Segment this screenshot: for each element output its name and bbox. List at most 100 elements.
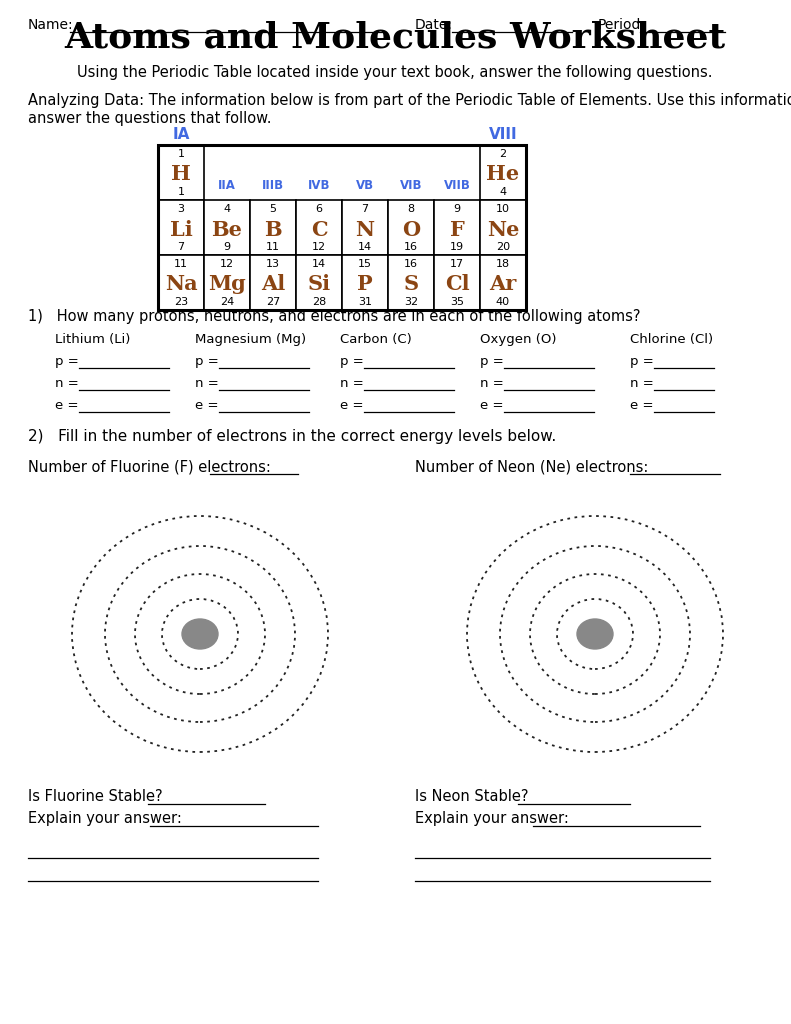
Text: Ne: Ne (486, 219, 519, 240)
Text: Using the Periodic Table located inside your text book, answer the following que: Using the Periodic Table located inside … (78, 65, 713, 80)
Text: VB: VB (356, 179, 374, 193)
Text: Li: Li (169, 219, 192, 240)
Text: Ar: Ar (490, 274, 517, 295)
Text: Na: Na (165, 274, 197, 295)
Text: S: S (403, 274, 418, 295)
Text: n =: n = (340, 377, 364, 390)
Text: P: P (358, 274, 373, 295)
Text: N: N (355, 219, 375, 240)
Bar (250, 255, 296, 310)
Text: 16: 16 (404, 259, 418, 269)
Text: 11: 11 (174, 259, 188, 269)
Text: Period:: Period: (598, 18, 646, 32)
Text: Analyzing Data: The information below is from part of the Periodic Table of Elem: Analyzing Data: The information below is… (28, 93, 791, 108)
Text: F: F (449, 219, 464, 240)
Text: Be: Be (211, 219, 242, 240)
Text: Is Neon Stable?: Is Neon Stable? (415, 790, 528, 804)
Text: 10: 10 (496, 204, 510, 214)
Text: 18: 18 (496, 259, 510, 269)
Text: Al: Al (261, 274, 285, 295)
Bar (296, 200, 342, 255)
Text: 12: 12 (220, 259, 234, 269)
Text: Lithium (Li): Lithium (Li) (55, 333, 131, 346)
Bar (480, 255, 526, 310)
Bar (388, 255, 434, 310)
Bar (158, 255, 204, 310)
Text: 12: 12 (312, 242, 326, 252)
Text: 1)   How many protons, neutrons, and electrons are in each of the following atom: 1) How many protons, neutrons, and elect… (28, 309, 641, 324)
Text: p =: p = (340, 355, 364, 368)
Text: 19: 19 (450, 242, 464, 252)
Text: Oxygen (O): Oxygen (O) (480, 333, 557, 346)
Bar (342, 200, 388, 255)
Text: p =: p = (480, 355, 504, 368)
Text: VIB: VIB (399, 179, 422, 193)
Text: 6: 6 (316, 204, 323, 214)
Text: IIIB: IIIB (262, 179, 284, 193)
Text: 2)   Fill in the number of electrons in the correct energy levels below.: 2) Fill in the number of electrons in th… (28, 429, 556, 444)
Bar (296, 255, 342, 310)
Text: Explain your answer:: Explain your answer: (28, 811, 182, 826)
Bar (158, 145, 204, 200)
Text: IVB: IVB (308, 179, 331, 193)
Bar (204, 200, 250, 255)
Text: p =: p = (630, 355, 653, 368)
Text: Magnesium (Mg): Magnesium (Mg) (195, 333, 306, 346)
Text: IA: IA (172, 127, 190, 142)
Bar (250, 200, 296, 255)
Text: 4: 4 (223, 204, 230, 214)
Text: 32: 32 (404, 297, 418, 307)
Text: VIII: VIII (489, 127, 517, 142)
Text: Explain your answer:: Explain your answer: (415, 811, 569, 826)
Text: 35: 35 (450, 297, 464, 307)
Text: 13: 13 (266, 259, 280, 269)
Text: Date:: Date: (415, 18, 453, 32)
Text: 1: 1 (177, 187, 184, 197)
Text: n =: n = (195, 377, 219, 390)
Bar (480, 200, 526, 255)
Text: 8: 8 (407, 204, 414, 214)
Bar (158, 200, 204, 255)
Text: 23: 23 (174, 297, 188, 307)
Bar (204, 255, 250, 310)
Bar (480, 145, 526, 200)
Text: 16: 16 (404, 242, 418, 252)
Text: e =: e = (340, 399, 364, 412)
Text: 7: 7 (177, 242, 184, 252)
Text: n =: n = (630, 377, 653, 390)
Text: 9: 9 (453, 204, 460, 214)
Text: C: C (311, 219, 327, 240)
Text: Mg: Mg (208, 274, 246, 295)
Text: 28: 28 (312, 297, 326, 307)
Text: 14: 14 (312, 259, 326, 269)
Text: 14: 14 (358, 242, 372, 252)
Bar (342, 255, 388, 310)
Text: p =: p = (195, 355, 219, 368)
Text: 17: 17 (450, 259, 464, 269)
Bar (158, 145, 526, 310)
Text: Name:: Name: (28, 18, 74, 32)
Text: e =: e = (195, 399, 218, 412)
Text: Number of Fluorine (F) electrons:: Number of Fluorine (F) electrons: (28, 459, 271, 474)
Text: 31: 31 (358, 297, 372, 307)
Text: Cl: Cl (445, 274, 469, 295)
Bar (434, 200, 480, 255)
Text: 4: 4 (499, 187, 506, 197)
Text: answer the questions that follow.: answer the questions that follow. (28, 111, 271, 126)
Text: n =: n = (480, 377, 504, 390)
Text: He: He (486, 165, 520, 184)
Text: 7: 7 (361, 204, 369, 214)
Text: 11: 11 (266, 242, 280, 252)
Text: e =: e = (630, 399, 653, 412)
Text: H: H (171, 165, 191, 184)
Text: VIIB: VIIB (444, 179, 471, 193)
Text: 27: 27 (266, 297, 280, 307)
Text: B: B (264, 219, 282, 240)
Text: p =: p = (55, 355, 79, 368)
Text: 3: 3 (177, 204, 184, 214)
Text: 20: 20 (496, 242, 510, 252)
Text: Carbon (C): Carbon (C) (340, 333, 412, 346)
Bar (388, 200, 434, 255)
Ellipse shape (182, 618, 218, 649)
Text: IIA: IIA (218, 179, 236, 193)
